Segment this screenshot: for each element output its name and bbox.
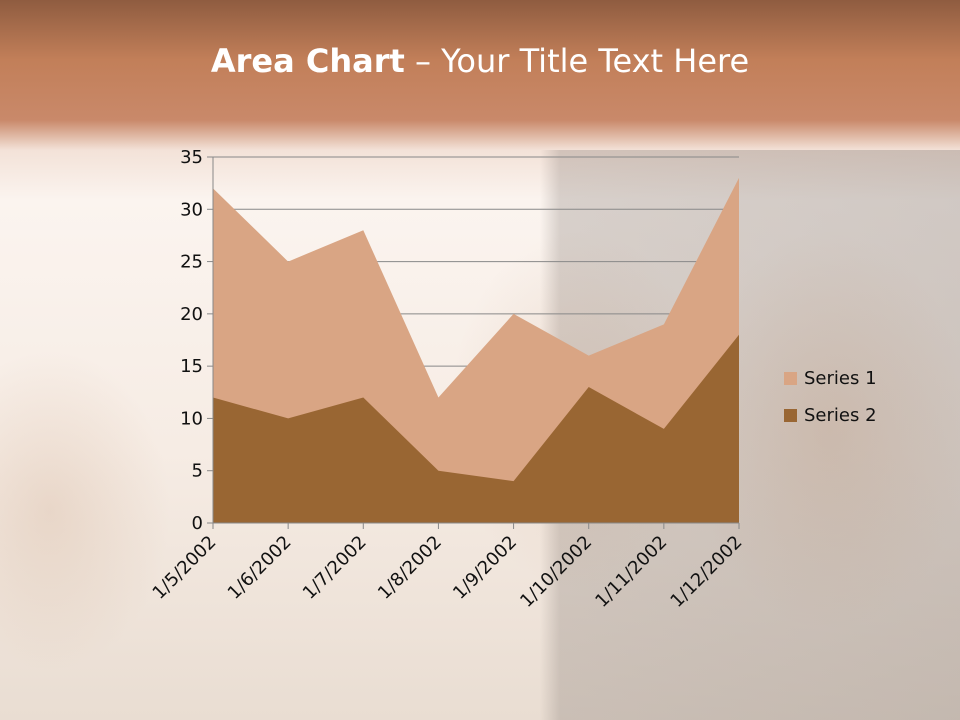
x-tick-label: 1/7/2002 — [299, 532, 371, 604]
x-tick-label: 1/6/2002 — [224, 532, 296, 604]
slide-title: Area Chart – Your Title Text Here — [0, 42, 960, 80]
x-tick-label: 1/5/2002 — [149, 532, 221, 604]
x-tick-label: 1/12/2002 — [666, 532, 746, 612]
title-bold: Area Chart — [210, 42, 405, 80]
x-tick-label: 1/8/2002 — [374, 532, 446, 604]
y-tick-label: 0 — [192, 513, 203, 534]
legend-entry: Series 1 — [784, 360, 877, 397]
y-tick-label: 35 — [180, 147, 203, 168]
legend-label: Series 1 — [804, 368, 877, 389]
x-tick-label: 1/9/2002 — [449, 532, 521, 604]
title-rest: – Your Title Text Here — [404, 42, 750, 80]
y-tick-label: 5 — [192, 461, 203, 482]
y-tick-label: 30 — [180, 199, 203, 220]
legend-entry: Series 2 — [784, 397, 877, 434]
x-tick-label: 1/10/2002 — [516, 532, 596, 612]
y-tick-label: 10 — [180, 408, 203, 429]
y-tick-label: 25 — [180, 252, 203, 273]
x-tick-label: 1/11/2002 — [591, 532, 671, 612]
legend-swatch — [784, 372, 797, 385]
legend-swatch — [784, 409, 797, 422]
area-series-2 — [213, 334, 739, 523]
legend-label: Series 2 — [804, 405, 877, 426]
y-tick-label: 15 — [180, 356, 203, 377]
legend: Series 1 Series 2 — [784, 360, 877, 434]
y-tick-label: 20 — [180, 304, 203, 325]
